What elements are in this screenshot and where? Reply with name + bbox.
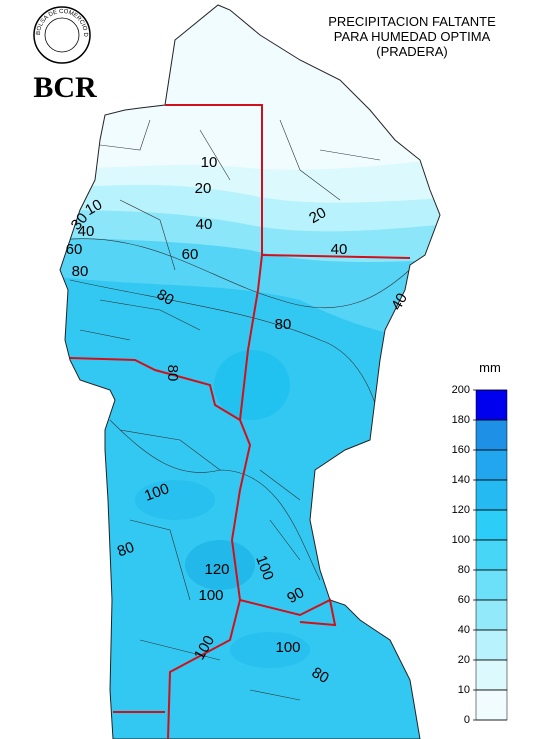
contour-label: 60 xyxy=(66,241,83,258)
contour-label: 80 xyxy=(309,664,332,687)
legend-swatch xyxy=(475,449,508,481)
legend-label: 160 xyxy=(452,444,470,456)
contour-label: 20 xyxy=(195,180,212,197)
contour-label: 80 xyxy=(275,316,292,333)
logo-abbr: BCR xyxy=(33,71,97,104)
legend-swatch xyxy=(475,659,508,691)
legend-label: 0 xyxy=(464,714,470,726)
contour-label: 120 xyxy=(204,561,229,578)
contour-label: 60 xyxy=(182,246,199,263)
legend-label: 100 xyxy=(452,534,470,546)
legend-swatch xyxy=(475,689,508,721)
legend-label: 40 xyxy=(458,624,470,636)
legend-swatch xyxy=(475,479,508,511)
legend-label: 60 xyxy=(458,594,470,606)
contour-label: 10 xyxy=(82,196,105,219)
legend-swatch xyxy=(475,509,508,541)
legend-label: 10 xyxy=(458,684,470,696)
legend-swatch xyxy=(475,389,508,421)
contour-label: 10 xyxy=(201,154,218,171)
legend-swatch xyxy=(475,539,508,571)
legend-unit: mm xyxy=(479,360,501,375)
title-line: PARA HUMEDAD OPTIMA xyxy=(334,29,491,44)
legend-swatch xyxy=(475,419,508,451)
legend-label: 200 xyxy=(452,384,470,396)
contour-label: 40 xyxy=(196,216,213,233)
legend-label: 20 xyxy=(458,654,470,666)
title-line: (PRADERA) xyxy=(376,44,448,59)
contour-label: 80 xyxy=(72,263,89,280)
legend-swatch xyxy=(475,569,508,601)
province-borders xyxy=(69,104,411,739)
contour-label: 100 xyxy=(198,587,223,604)
contour-label: 80 xyxy=(164,365,181,382)
legend-label: 80 xyxy=(458,564,470,576)
contour-label: 80 xyxy=(115,539,136,561)
title-line: PRECIPITACION FALTANTE xyxy=(328,14,496,29)
legend-swatch xyxy=(475,629,508,661)
contour-label: 20 xyxy=(306,204,329,227)
legend-label: 140 xyxy=(452,474,470,486)
legend-label: 180 xyxy=(452,414,470,426)
contour-label: 40 xyxy=(78,223,95,240)
legend-label: 120 xyxy=(452,504,470,516)
logo: BOLSA DE COMERCIO DE ROSARIO BCR xyxy=(0,0,97,104)
contour-label: 40 xyxy=(331,241,348,258)
contour-label: 40 xyxy=(388,290,411,313)
contour-label: 80 xyxy=(154,286,177,309)
contour-label: 90 xyxy=(284,584,307,607)
contour-label: 100 xyxy=(275,639,300,656)
legend-swatch xyxy=(475,599,508,631)
